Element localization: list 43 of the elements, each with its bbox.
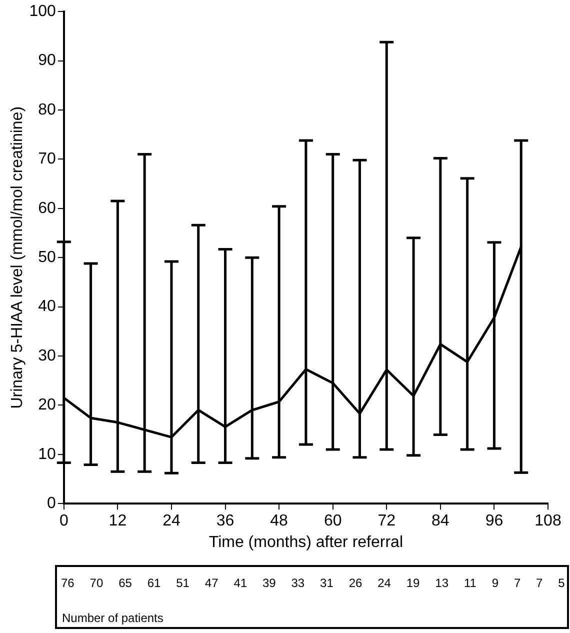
y-tick-label: 40 [38, 298, 56, 316]
y-tick-label: 80 [38, 101, 56, 118]
y-tick-label: 100 [29, 3, 56, 20]
y-axis-title: Urinary 5-HIAA level (mmol/mol creatinine) [9, 106, 26, 409]
text: 7 [536, 576, 543, 590]
x-tick-label: 84 [432, 512, 450, 530]
text: 76 [61, 576, 74, 590]
y-tick-label: 60 [38, 200, 56, 217]
text: 47 [204, 576, 218, 590]
x-tick-label: 108 [534, 512, 562, 530]
x-tick-label: 60 [324, 512, 342, 530]
text: 13 [435, 576, 449, 590]
x-axis-title: Time (months) after referral [208, 534, 404, 551]
text: 51 [176, 576, 190, 590]
y-tick-label: 20 [38, 396, 56, 414]
text: 70 [90, 576, 104, 590]
text: 41 [234, 576, 248, 590]
text: 39 [262, 576, 276, 590]
x-tick-label: 24 [162, 512, 180, 530]
y-tick-label: 50 [38, 249, 56, 266]
text: 33 [291, 576, 305, 590]
text: 65 [118, 576, 132, 590]
text: 61 [147, 576, 161, 590]
x-tick-label: 36 [216, 512, 234, 530]
text: 11 [464, 576, 476, 590]
x-tick-label: 72 [378, 512, 396, 530]
text: Number of patients [62, 611, 164, 625]
text: 7 [514, 576, 521, 590]
y-tick-label: 10 [38, 446, 56, 463]
x-tick-label: 12 [108, 512, 127, 530]
text: 31 [320, 576, 334, 590]
y-tick-label: 0 [46, 495, 56, 512]
text: 9 [492, 576, 499, 590]
y-tick-label: 70 [38, 150, 56, 168]
text: 5 [558, 576, 565, 590]
text: 26 [348, 576, 362, 590]
text: 19 [406, 576, 420, 590]
y-tick-label: 90 [38, 52, 56, 70]
text: 24 [378, 576, 391, 590]
x-tick-label: 0 [59, 512, 68, 530]
x-tick-label: 48 [270, 512, 288, 530]
y-tick-label: 30 [38, 347, 56, 364]
x-tick-label: 96 [485, 512, 504, 530]
